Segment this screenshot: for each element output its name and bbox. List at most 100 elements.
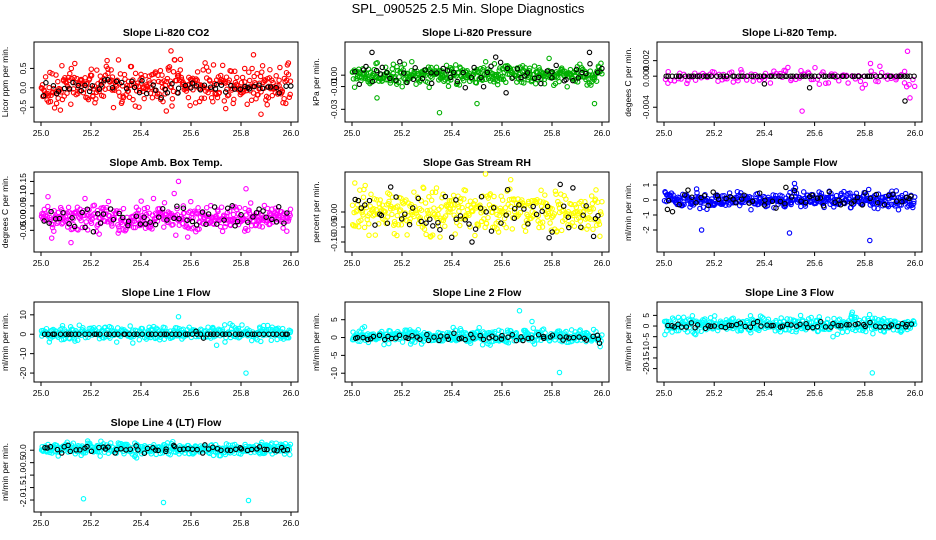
data-point xyxy=(377,197,383,203)
data-point xyxy=(453,216,459,223)
data-point xyxy=(395,222,402,228)
data-point xyxy=(841,200,847,206)
data-point xyxy=(475,223,482,229)
data-point xyxy=(79,224,86,231)
data-point xyxy=(187,102,193,109)
data-point xyxy=(369,78,376,85)
data-point xyxy=(894,197,901,204)
data-point xyxy=(257,73,264,80)
data-point xyxy=(479,342,486,348)
data-point xyxy=(420,185,427,192)
x-tick-label: 25.6 xyxy=(183,128,200,138)
data-point xyxy=(97,331,103,337)
data-point xyxy=(525,335,531,342)
data-point xyxy=(89,83,96,89)
data-point xyxy=(247,83,254,89)
data-point xyxy=(246,86,253,92)
data-point xyxy=(748,73,755,79)
chart-panel: Slope Amb. Box Temp.degrees C per min.25… xyxy=(0,157,300,268)
x-tick-label: 25.6 xyxy=(494,128,511,138)
data-point xyxy=(90,92,96,99)
data-point xyxy=(593,187,599,193)
data-point xyxy=(232,223,238,229)
y-axis-label: kPa per min. xyxy=(311,58,321,106)
data-point xyxy=(467,340,474,346)
data-point xyxy=(472,226,479,232)
data-point xyxy=(750,78,756,84)
data-point xyxy=(134,210,141,216)
data-point xyxy=(148,451,154,457)
data-point xyxy=(788,194,795,200)
data-point xyxy=(65,442,71,449)
data-point xyxy=(577,327,583,333)
data-point xyxy=(895,323,901,330)
data-point xyxy=(847,190,853,196)
data-point xyxy=(814,195,821,201)
data-point xyxy=(51,228,57,234)
data-point xyxy=(767,80,774,86)
x-tick-label: 26.0 xyxy=(907,128,924,138)
data-point xyxy=(522,73,528,79)
data-point xyxy=(423,231,429,238)
data-point xyxy=(277,64,283,71)
data-point xyxy=(352,180,358,186)
data-point xyxy=(797,321,803,328)
data-point xyxy=(275,204,282,210)
x-tick-label: 25.0 xyxy=(656,258,673,268)
data-point xyxy=(132,70,139,77)
data-point xyxy=(96,325,102,331)
y-tick-label: -0.05 xyxy=(329,217,339,237)
data-point xyxy=(466,221,472,227)
data-point xyxy=(907,95,913,101)
data-point xyxy=(83,219,89,225)
data-point xyxy=(590,233,597,240)
data-point xyxy=(229,203,235,209)
data-point xyxy=(67,70,73,77)
data-point xyxy=(682,73,689,79)
data-point xyxy=(118,446,124,452)
data-point xyxy=(594,69,601,76)
data-point xyxy=(193,222,200,228)
data-point xyxy=(779,323,786,330)
data-point xyxy=(101,77,108,83)
data-point xyxy=(456,208,462,215)
data-point xyxy=(165,65,171,71)
data-point xyxy=(41,206,48,213)
data-point xyxy=(454,78,461,85)
data-point xyxy=(72,338,78,344)
data-point xyxy=(42,74,49,80)
data-point xyxy=(285,60,292,66)
data-point xyxy=(578,224,584,230)
data-point xyxy=(722,324,729,331)
data-point xyxy=(143,90,150,97)
data-point xyxy=(524,70,531,76)
data-point xyxy=(689,194,695,201)
data-point xyxy=(76,322,83,328)
data-point xyxy=(462,187,469,194)
data-point xyxy=(841,188,847,195)
data-point xyxy=(72,60,78,67)
data-point xyxy=(169,81,175,87)
data-point xyxy=(495,229,502,235)
y-tick-label: 10 xyxy=(18,310,28,320)
data-point xyxy=(822,80,829,87)
data-point xyxy=(676,195,683,201)
data-point xyxy=(776,73,782,79)
data-point xyxy=(530,203,536,210)
data-point xyxy=(397,207,404,213)
x-tick-label: 25.4 xyxy=(756,258,773,268)
data-point xyxy=(127,446,134,452)
y-tick-label: -0.03 xyxy=(329,99,339,119)
data-point xyxy=(504,65,511,72)
data-point xyxy=(398,222,405,228)
data-point xyxy=(446,197,453,204)
data-point xyxy=(267,84,274,90)
data-point xyxy=(724,73,730,79)
data-point xyxy=(877,73,884,79)
data-point xyxy=(88,66,95,72)
x-tick-label: 26.0 xyxy=(594,128,611,138)
data-point xyxy=(767,73,773,79)
data-point xyxy=(73,447,79,453)
data-point xyxy=(754,190,761,197)
